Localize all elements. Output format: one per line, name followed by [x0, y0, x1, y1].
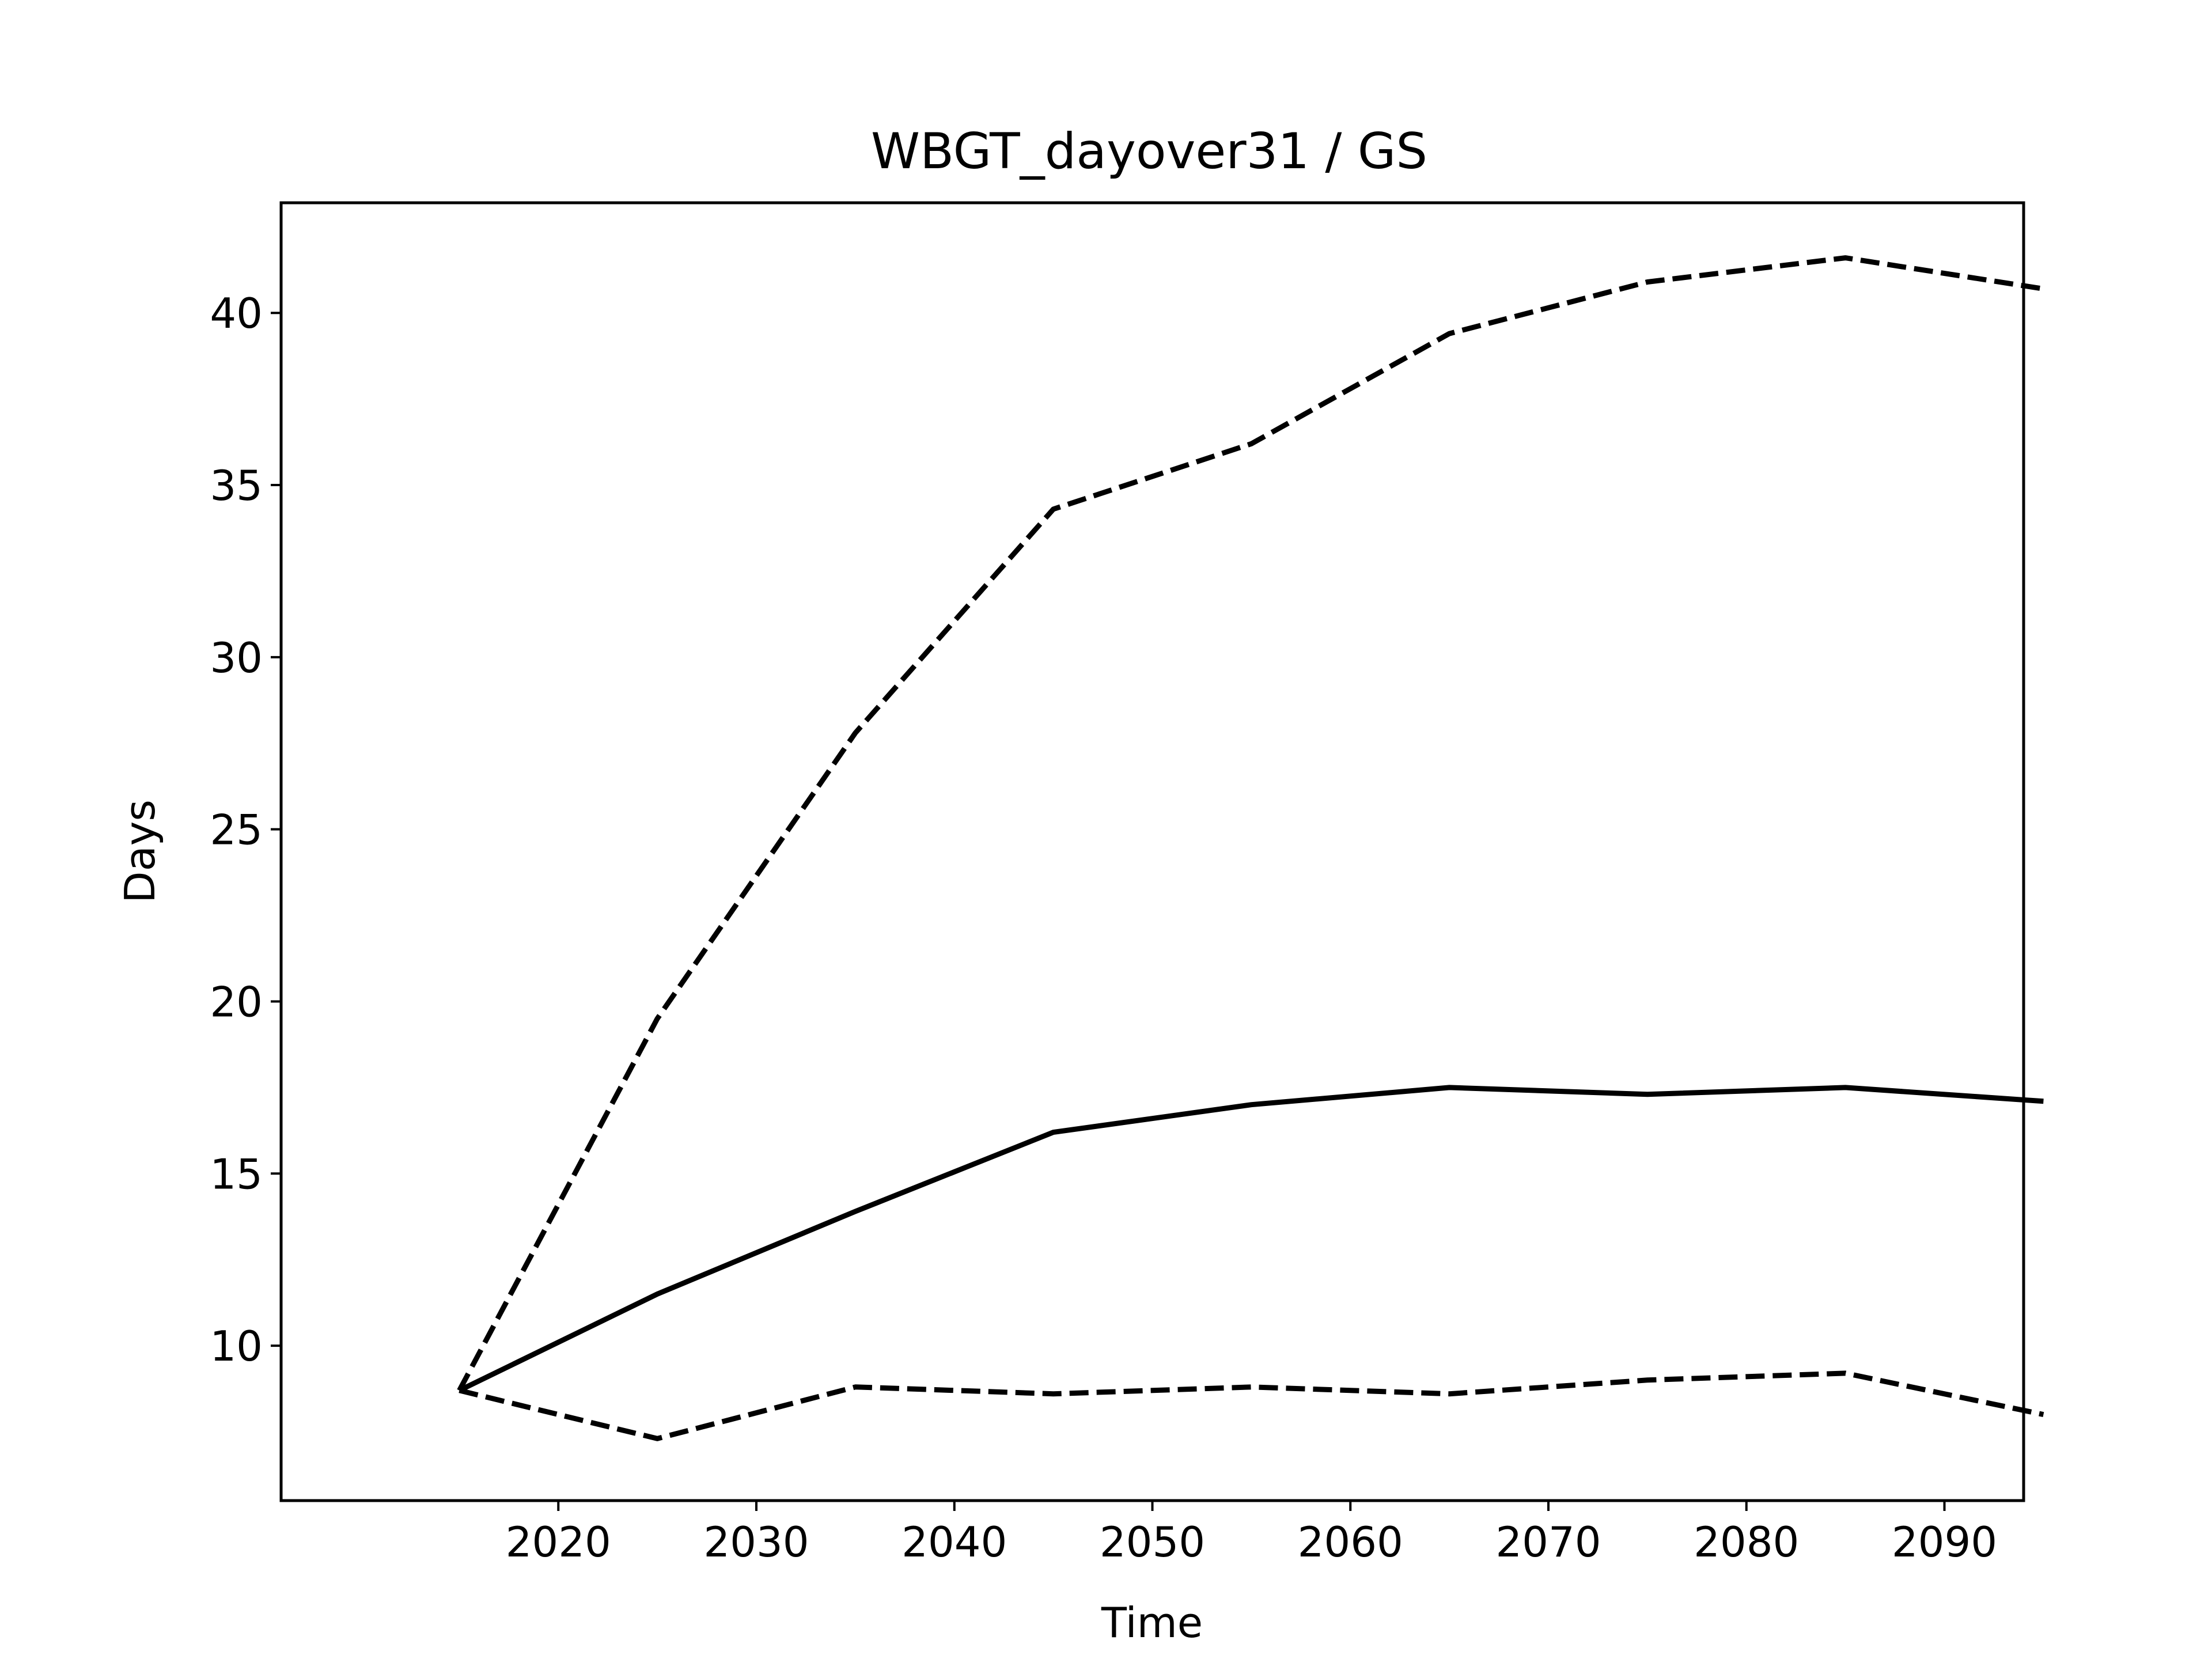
x-tick-label: 2030 — [703, 1518, 809, 1566]
series-line-3-dashed — [459, 1370, 2044, 1441]
y-axis-ticks: 10 15 20 25 30 35 40 — [210, 289, 281, 1370]
x-tick-label: 2020 — [506, 1518, 611, 1566]
y-axis-label: Days — [116, 800, 164, 903]
series-line-2-solid — [458, 1085, 2044, 1393]
x-tick-label: 2050 — [1100, 1518, 1205, 1566]
y-tick-label: 15 — [210, 1150, 263, 1198]
y-tick-label: 10 — [210, 1322, 263, 1370]
x-tick-label: 2060 — [1298, 1518, 1403, 1566]
x-tick-label: 2070 — [1495, 1518, 1601, 1566]
y-tick-label: 40 — [210, 289, 263, 338]
x-tick-label: 2090 — [1892, 1518, 1997, 1566]
y-tick-label: 20 — [210, 978, 263, 1026]
chart-title: WBGT_dayover31 / GS — [871, 123, 1427, 180]
x-tick-label: 2080 — [1694, 1518, 1799, 1566]
y-tick-label: 35 — [210, 461, 263, 510]
plot-frame — [279, 201, 2025, 1502]
plot-lines — [457, 255, 2044, 1441]
series-line-1-dashed — [457, 255, 2044, 1392]
y-tick-label: 30 — [210, 634, 263, 682]
x-tick-label: 2040 — [902, 1518, 1007, 1566]
x-axis-ticks: 2020 2030 2040 2050 2060 2070 2080 2090 — [506, 1501, 1997, 1566]
x-axis-label: Time — [1101, 1599, 1203, 1647]
y-tick-label: 25 — [210, 806, 263, 854]
